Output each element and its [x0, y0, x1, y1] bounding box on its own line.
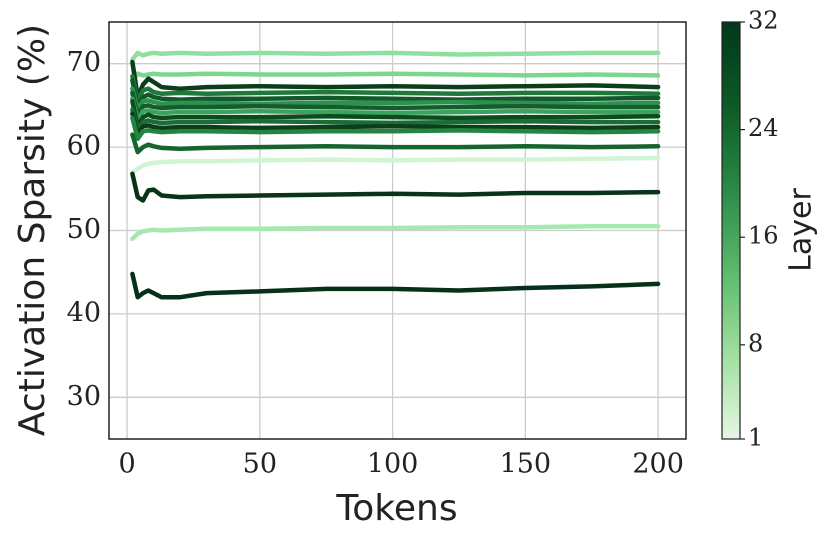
series-line [130, 115, 661, 142]
x-tick-label: 0 [118, 449, 135, 480]
y-tick-label: 60 [67, 131, 101, 162]
series-line [130, 78, 661, 110]
y-axis-label: Activation Sparsity (%) [12, 24, 53, 436]
series-line [130, 171, 661, 203]
plot-frame [108, 21, 687, 440]
colorbar-tick-label: 24 [748, 114, 779, 142]
y-tick-label: 50 [67, 214, 101, 245]
x-tick-label: 50 [243, 449, 277, 480]
x-tick-label: 150 [500, 449, 552, 480]
series-line [130, 90, 661, 118]
colorbar-tick-label: 1 [748, 424, 763, 452]
series-line [130, 155, 661, 175]
series-line [130, 73, 661, 104]
y-tick-label: 30 [67, 381, 101, 412]
series-line [130, 271, 661, 300]
series-line [130, 224, 661, 242]
x-tick-label: 100 [367, 449, 419, 480]
series-line [130, 111, 661, 137]
series-line [130, 107, 661, 133]
colorbar-tick-label: 8 [748, 329, 763, 357]
colorbar-tick-label: 32 [748, 7, 779, 35]
colorbar-tick-label: 16 [748, 222, 779, 250]
colorbar [721, 21, 741, 440]
series-line [130, 86, 661, 112]
series-line [130, 71, 661, 83]
series-line [130, 59, 661, 100]
series-line [130, 98, 661, 129]
y-tick-label: 40 [67, 297, 101, 328]
x-axis-label: Tokens [335, 488, 457, 529]
series-line [130, 132, 661, 155]
y-tick-label: 70 [67, 47, 101, 78]
x-tick-label: 200 [632, 449, 684, 480]
colorbar-label: Layer [784, 188, 819, 272]
series-line [130, 96, 661, 123]
series-line [130, 50, 661, 62]
